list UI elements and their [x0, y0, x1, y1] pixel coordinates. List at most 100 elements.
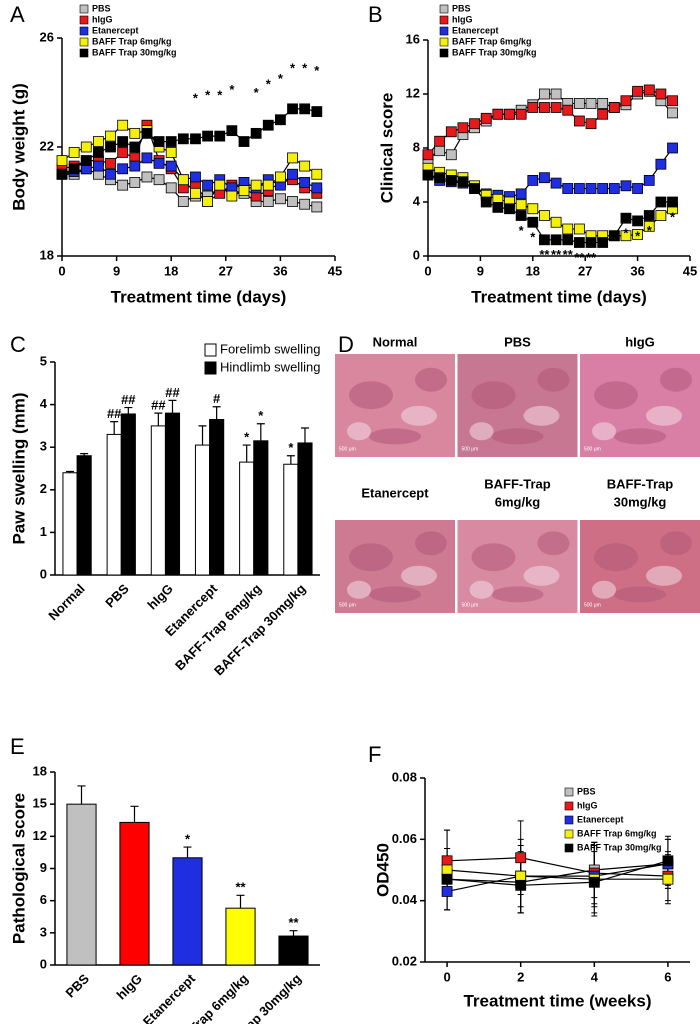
x-tick-label: 4: [591, 969, 599, 984]
image-label: 30mg/kg: [614, 494, 667, 509]
x-tick-label: 45: [683, 263, 697, 278]
marker: [117, 147, 129, 158]
marker: [539, 88, 550, 100]
marker: [434, 135, 446, 147]
x-tick-label: hIgG: [114, 971, 146, 1003]
significance: *: [244, 430, 250, 445]
marker: [105, 141, 116, 153]
marker: [608, 183, 620, 194]
bar: [283, 463, 299, 576]
marker: [539, 102, 550, 113]
marker: [80, 155, 92, 167]
marker: [588, 876, 600, 888]
marker: [434, 145, 446, 157]
marker: [597, 98, 609, 109]
marker: [117, 163, 129, 175]
bar: [297, 442, 313, 576]
marker: [441, 864, 453, 876]
marker: [202, 179, 214, 191]
marker: [177, 174, 189, 186]
tissue: [401, 565, 437, 586]
significance: ##: [165, 385, 180, 400]
scale-bar-label: 500 μm: [462, 602, 479, 608]
legend-label: Forelimb swelling: [220, 341, 320, 356]
marker: [562, 234, 574, 246]
significance: *: [314, 63, 320, 78]
x-tick-label: hIgG: [144, 581, 176, 613]
marker: [445, 149, 457, 161]
bar: [209, 419, 225, 576]
marker: [153, 136, 165, 147]
marker: [190, 187, 201, 199]
series-line: [446, 863, 669, 893]
x-axis-label: Treatment time (weeks): [463, 991, 651, 1010]
marker: [56, 168, 68, 180]
legend-label: BAFF Trap 6mg/kg: [92, 36, 172, 46]
x-tick-label: 18: [164, 263, 178, 278]
series-line: [61, 108, 317, 175]
y-tick-label: 6: [40, 892, 47, 907]
y-tick-label: 26: [40, 29, 54, 44]
error-bar: [242, 444, 251, 463]
legend-label: hIgG: [577, 800, 598, 810]
image-label: 6mg/kg: [495, 494, 541, 509]
tissue: [471, 381, 516, 410]
legend-swatch: [564, 843, 574, 853]
legend-swatch: [204, 343, 217, 357]
marker: [165, 136, 177, 147]
marker: [573, 183, 585, 194]
x-tick-label: 0: [424, 263, 431, 278]
legend-swatch: [439, 15, 449, 25]
marker: [585, 118, 597, 130]
y-tick-label: 8: [413, 139, 420, 154]
marker: [573, 98, 585, 109]
marker: [105, 168, 116, 180]
tissue: [369, 586, 421, 603]
panel-label: B: [368, 2, 383, 27]
panel-label: E: [10, 734, 25, 759]
tissue: [614, 586, 666, 603]
marker: [250, 179, 262, 191]
marker: [643, 220, 655, 232]
error-bar: [286, 455, 295, 465]
y-axis-label: Body weight (g): [9, 83, 28, 210]
x-tick-label: 45: [328, 263, 342, 278]
marker: [141, 152, 153, 164]
significance: ##: [121, 392, 136, 407]
bar: [172, 857, 203, 966]
x-axis-label: Treatment time (days): [471, 287, 647, 306]
marker: [422, 169, 434, 181]
legend-label: PBS: [92, 3, 111, 13]
bar: [106, 433, 122, 576]
tissue: [523, 405, 560, 426]
marker: [492, 201, 504, 213]
marker: [527, 216, 539, 228]
marker: [274, 114, 286, 126]
marker: [667, 196, 678, 208]
marker: [620, 212, 632, 224]
significance: *: [288, 440, 294, 455]
legend-label: Etanercept: [452, 25, 499, 35]
legend-label: PBS: [577, 786, 596, 796]
marker: [515, 870, 527, 882]
panel-label: A: [10, 2, 25, 27]
significance: *: [302, 60, 308, 75]
y-tick-label: 3: [40, 439, 47, 454]
legend-swatch: [439, 26, 449, 36]
tissue: [594, 543, 638, 572]
scale-bar-label: 500 μm: [462, 446, 479, 452]
marker: [527, 203, 539, 215]
marker: [457, 122, 469, 134]
significance: **: [235, 880, 246, 895]
marker: [165, 147, 177, 158]
significance: *: [266, 77, 272, 92]
marker: [165, 182, 177, 194]
marker: [562, 183, 574, 194]
marker: [56, 155, 68, 167]
marker: [562, 104, 574, 116]
marker: [262, 179, 274, 191]
significance: *: [635, 228, 641, 243]
significance: *: [290, 60, 296, 75]
marker: [469, 118, 480, 130]
marker: [550, 102, 562, 113]
